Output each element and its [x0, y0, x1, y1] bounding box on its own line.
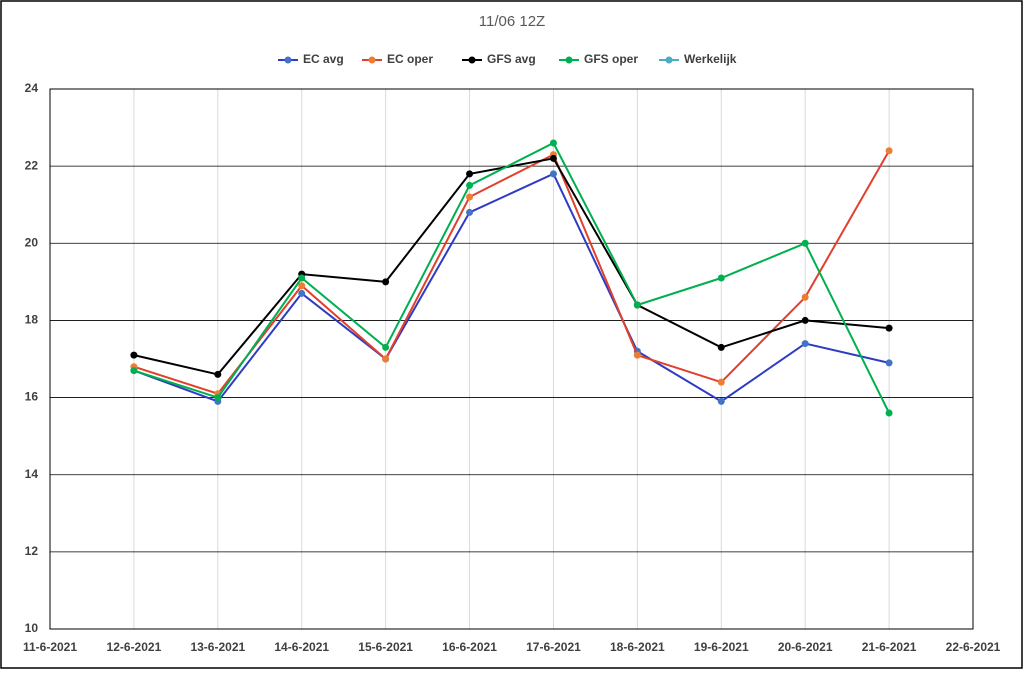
legend-marker	[565, 56, 573, 64]
data-point	[717, 343, 725, 351]
data-point	[214, 370, 222, 378]
x-tick-label: 19-6-2021	[694, 640, 749, 654]
x-tick-label: 13-6-2021	[190, 640, 245, 654]
legend-marker	[284, 56, 292, 64]
data-point	[885, 147, 893, 155]
data-point	[717, 378, 725, 386]
series-line	[133, 150, 890, 395]
data-point	[382, 343, 390, 351]
data-point	[885, 324, 893, 332]
x-tick-label: 11-6-2021	[23, 640, 77, 654]
x-tick-label: 15-6-2021	[358, 640, 413, 654]
y-tick-label: 18	[25, 313, 39, 327]
data-point	[801, 340, 809, 348]
chart-title: 11/06 12Z	[479, 13, 545, 30]
data-point	[549, 170, 557, 178]
data-point	[717, 397, 725, 405]
x-tick-label: 12-6-2021	[107, 640, 162, 654]
data-point	[549, 139, 557, 147]
legend-label: Werkelijk	[684, 52, 737, 66]
data-point	[885, 359, 893, 367]
data-point	[298, 289, 306, 297]
x-tick-label: 17-6-2021	[526, 640, 581, 654]
data-point	[549, 154, 557, 162]
legend-marker	[468, 56, 476, 64]
data-point	[801, 316, 809, 324]
data-point	[298, 282, 306, 290]
y-tick-label: 10	[25, 621, 39, 635]
x-tick-label: 18-6-2021	[610, 640, 665, 654]
data-point	[633, 301, 641, 309]
y-tick-label: 16	[25, 390, 39, 404]
series-line	[133, 172, 890, 403]
x-tick-label: 14-6-2021	[274, 640, 329, 654]
data-point	[130, 367, 138, 375]
data-point	[466, 193, 474, 201]
x-tick-label: 16-6-2021	[442, 640, 497, 654]
series-line	[133, 141, 890, 414]
data-point	[214, 394, 222, 402]
legend-marker	[368, 56, 376, 64]
data-point	[633, 351, 641, 359]
data-point	[130, 351, 138, 359]
data-point	[382, 355, 390, 363]
legend-label: GFS avg	[487, 52, 536, 66]
data-point	[382, 278, 390, 286]
series-line	[133, 157, 890, 376]
data-point	[466, 170, 474, 178]
x-tick-label: 20-6-2021	[778, 640, 833, 654]
data-point	[801, 239, 809, 247]
x-tick-label: 22-6-2021	[946, 640, 1001, 654]
legend-label: GFS oper	[584, 52, 638, 66]
data-point	[466, 208, 474, 216]
plot-border	[49, 88, 974, 630]
data-point	[801, 293, 809, 301]
y-tick-label: 20	[25, 235, 39, 249]
legend-marker	[665, 56, 673, 64]
y-tick-label: 22	[25, 158, 39, 172]
data-point	[717, 274, 725, 282]
data-point	[885, 409, 893, 417]
data-point	[466, 181, 474, 189]
y-tick-label: 12	[25, 544, 39, 558]
y-tick-label: 24	[25, 81, 39, 95]
legend-label: EC oper	[387, 52, 433, 66]
legend-label: EC avg	[303, 52, 344, 66]
data-point	[298, 274, 306, 282]
x-tick-label: 21-6-2021	[862, 640, 917, 654]
y-tick-label: 14	[25, 467, 39, 481]
